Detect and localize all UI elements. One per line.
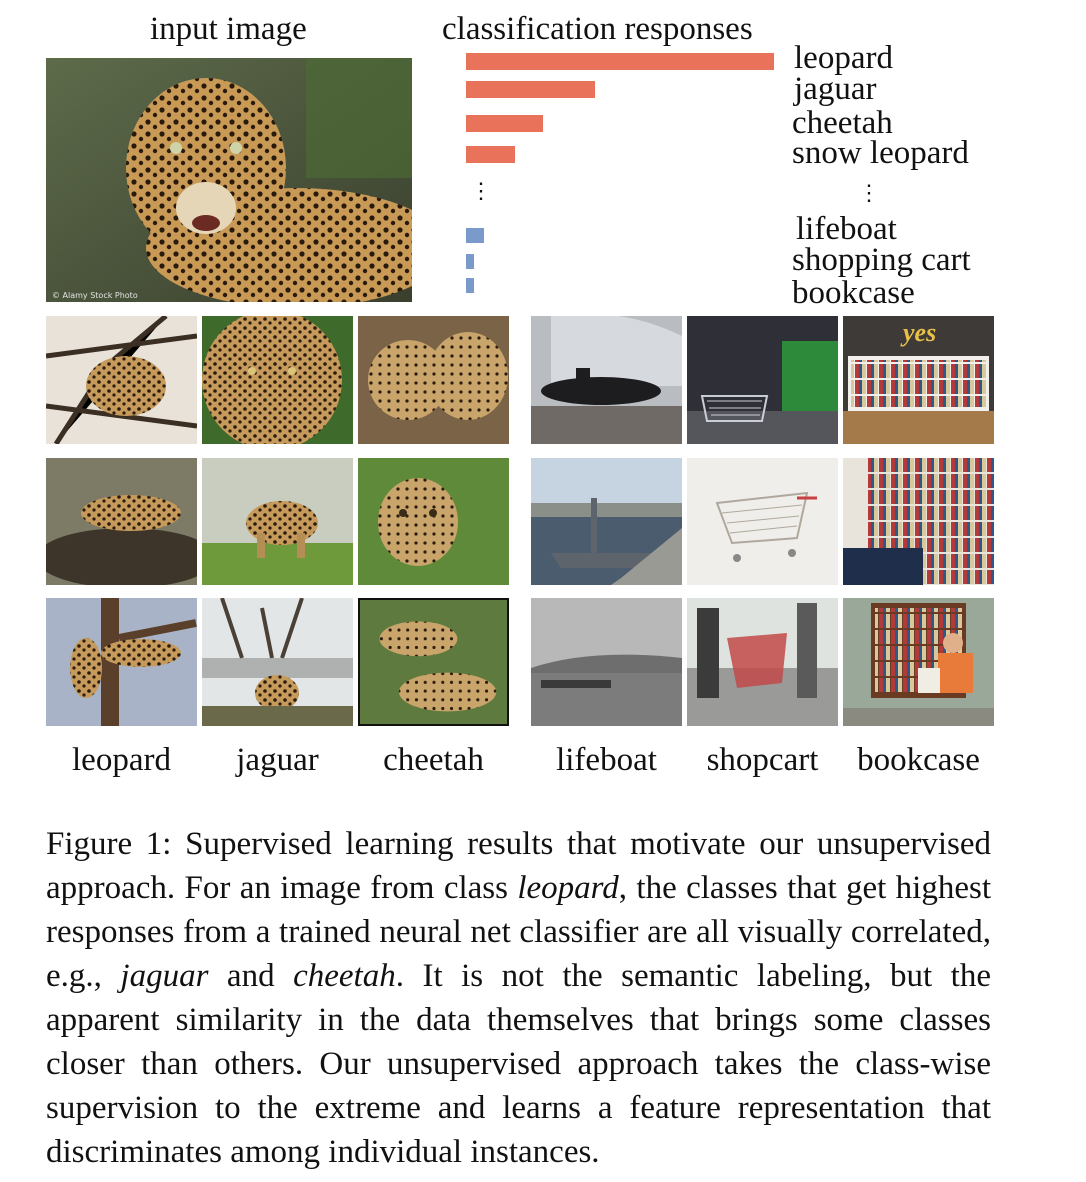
photo-credit: © Alamy Stock Photo [52, 291, 138, 300]
input-image-title: input image [150, 11, 307, 47]
cheetahs-grooming-photo [358, 316, 509, 444]
response-label-shopping-cart: shopping cart [792, 242, 971, 278]
response-label-snow-leopard: snow leopard [792, 135, 969, 171]
column-label-jaguar: jaguar [236, 742, 319, 778]
figure-caption: Figure 1: Supervised learning results th… [46, 822, 991, 1174]
response-label-bookcase: bookcase [792, 275, 915, 311]
response-bar-cheetah [466, 115, 543, 132]
column-label-leopard: leopard [72, 742, 171, 778]
response-label-jaguar: jaguar [794, 71, 877, 107]
people-with-carts-photo [687, 598, 838, 726]
caption-text-4: . It is not the semantic labeling, but t… [46, 958, 991, 1170]
bookshelves-photo [843, 458, 994, 585]
response-label-leopard: leopard [794, 40, 893, 76]
submarine-display-photo [531, 316, 682, 444]
caption-text-2: , the classes that get highest responses… [46, 870, 991, 994]
response-bar-lifeboat [466, 228, 484, 243]
response-label-cheetah: cheetah [792, 105, 893, 141]
labels-gap-dots: ⋮ [858, 180, 880, 205]
jaguar-face-photo [202, 316, 353, 444]
response-bar-jaguar [466, 81, 595, 98]
leopard-lying-on-log-photo [46, 458, 197, 585]
leopard-in-tree-photo [46, 316, 197, 444]
cheetah-face-photo [358, 458, 509, 585]
response-bar-bookcase [466, 278, 474, 293]
input-leopard-image: © Alamy Stock Photo [46, 58, 412, 302]
jaguar-standing-photo [202, 458, 353, 585]
caption-em-cheetah: cheetah [293, 958, 396, 994]
caption-em-leopard: leopard [517, 870, 619, 906]
column-label-lifeboat: lifeboat [556, 742, 657, 778]
response-bars [466, 50, 786, 300]
yes-overlay-text: yes [903, 318, 937, 347]
response-bar-leopard [466, 53, 774, 70]
response-label-lifeboat: lifeboat [796, 211, 897, 247]
bars-gap-dots: ⋮ [470, 178, 492, 203]
caption-text-3: and [208, 958, 294, 994]
leopard-on-tree-trunk-photo [46, 598, 197, 726]
ship-at-sea-photo [531, 598, 682, 726]
column-label-bookcase: bookcase [857, 742, 980, 778]
shopping-cart-photo [687, 458, 838, 585]
column-label-cheetah: cheetah [383, 742, 484, 778]
column-label-shopcart: shopcart [706, 742, 819, 778]
classification-responses-title: classification responses [442, 11, 753, 47]
response-bar-snow-leopard [466, 146, 515, 163]
caption-em-jaguar: jaguar [120, 958, 209, 994]
caption-label: Figure 1: [46, 826, 172, 862]
cheetahs-resting-photo [358, 598, 509, 726]
caption-text-1: Supervised learning results that motivat… [46, 826, 991, 906]
bookcase-room-photo: yes [843, 316, 994, 444]
warship-in-harbor-photo [531, 458, 682, 585]
jaguar-in-enclosure-photo [202, 598, 353, 726]
man-at-street-bookcase-photo [843, 598, 994, 726]
shopping-carts-lot-photo [687, 316, 838, 444]
response-bar-shopping-cart [466, 254, 474, 269]
